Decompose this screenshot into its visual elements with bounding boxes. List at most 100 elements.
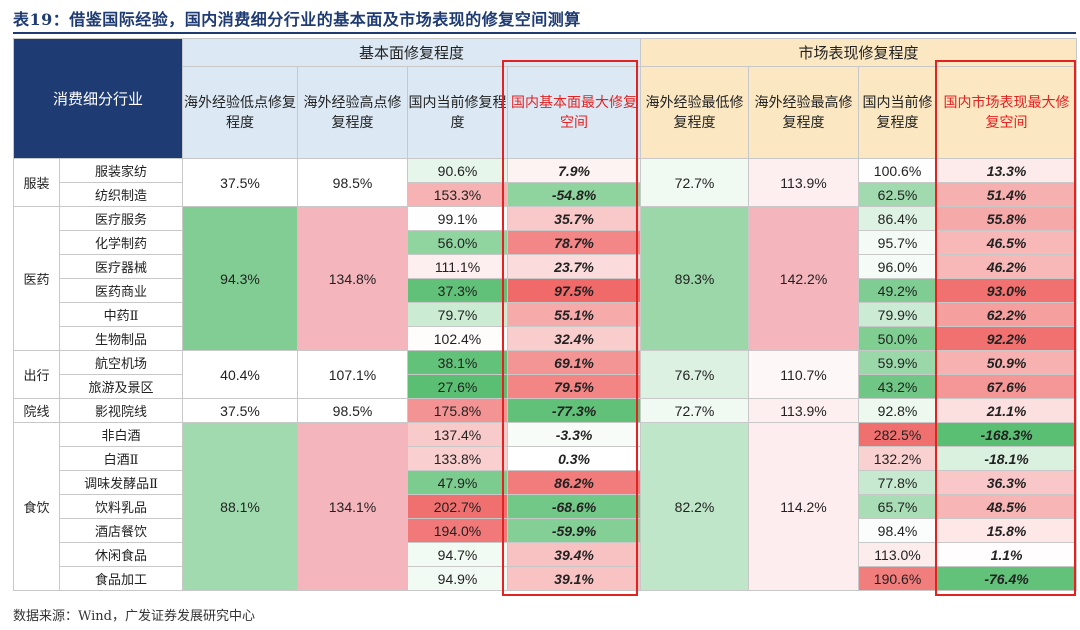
category-cell: 出行: [13, 350, 60, 399]
m-gap-cell: 67.6%: [936, 374, 1078, 399]
m-gap-cell: 50.9%: [936, 350, 1078, 375]
category-cell: 院线: [13, 398, 60, 423]
m-low-cell: 89.3%: [640, 206, 750, 351]
m-cur-cell: 79.9%: [858, 302, 938, 327]
f-gap-cell: 79.5%: [507, 374, 642, 399]
f-cur-cell: 194.0%: [407, 518, 509, 543]
m-high-cell: 110.7%: [748, 350, 860, 399]
m-cur-cell: 49.2%: [858, 278, 938, 303]
table-row: 服装 服装家纺 37.5% 98.5% 90.6% 7.9% 72.7% 113.9% 100.…: [13, 158, 1078, 207]
table-row: 医药商业 37.3% 97.5% 49.2% 93.0%: [14, 278, 1078, 303]
f-cur-cell: 99.1%: [407, 206, 509, 231]
m-gap-cell: 15.8%: [936, 518, 1078, 543]
f-gap-cell: -77.3%: [507, 398, 642, 423]
subcategory-cell: 调味发酵品Ⅱ: [58, 470, 184, 495]
m-gap-cell: 48.5%: [936, 494, 1078, 519]
subcategory-cell: 生物制品: [58, 326, 184, 351]
subcategory-cell: 非白酒: [58, 422, 184, 447]
f-gap-cell: 69.1%: [507, 350, 642, 375]
f-low-cell: 37.5%: [182, 158, 299, 207]
header-m-gap: 国内市场表现最大修复空间: [936, 66, 1078, 159]
f-high-cell: 107.1%: [297, 350, 409, 399]
f-gap-cell: 0.3%: [507, 446, 642, 471]
f-high-cell: 134.1%: [297, 422, 409, 591]
header-m-low: 海外经验最低修复程度: [640, 66, 750, 159]
subcategory-cell: 食品加工: [58, 566, 184, 591]
f-cur-cell: 38.1%: [407, 350, 509, 375]
m-low-cell: 72.7%: [640, 158, 750, 207]
table-row: 旅游及景区 27.6% 79.5% 43.2% 67.6%: [14, 374, 1078, 399]
header-market-group: 市场表现修复程度: [640, 38, 1078, 67]
subcategory-cell: 化学制药: [58, 230, 184, 255]
m-gap-cell: 62.2%: [936, 302, 1078, 327]
m-gap-cell: 46.5%: [936, 230, 1078, 255]
m-gap-cell: -168.3%: [936, 422, 1078, 447]
m-gap-cell: 13.3%: [936, 158, 1078, 183]
title-rule: [13, 32, 1076, 34]
m-cur-cell: 65.7%: [858, 494, 938, 519]
m-cur-cell: 86.4%: [858, 206, 938, 231]
m-cur-cell: 100.6%: [858, 158, 938, 183]
subcategory-cell: 医疗器械: [58, 254, 184, 279]
subcategory-cell: 医疗服务: [58, 206, 184, 231]
f-gap-cell: 97.5%: [507, 278, 642, 303]
f-cur-cell: 94.9%: [407, 566, 509, 591]
subcategory-cell: 服装家纺: [58, 158, 184, 183]
table-row: 纺织制造 153.3% -54.8% 62.5% 51.4%: [14, 182, 1078, 207]
m-low-cell: 72.7%: [640, 398, 750, 423]
f-cur-cell: 79.7%: [407, 302, 509, 327]
subcategory-cell: 医药商业: [58, 278, 184, 303]
m-cur-cell: 132.2%: [858, 446, 938, 471]
m-gap-cell: 51.4%: [936, 182, 1078, 207]
table-row: 饮料乳品 202.7% -68.6% 65.7% 48.5%: [14, 494, 1078, 519]
f-gap-cell: 55.1%: [507, 302, 642, 327]
f-cur-cell: 37.3%: [407, 278, 509, 303]
f-cur-cell: 202.7%: [407, 494, 509, 519]
m-cur-cell: 190.6%: [858, 566, 938, 591]
header-f-cur: 国内当前修复程度: [407, 66, 509, 159]
f-gap-cell: -54.8%: [507, 182, 642, 207]
subcategory-cell: 纺织制造: [58, 182, 184, 207]
header-f-gap: 国内基本面最大修复空间: [507, 66, 642, 159]
m-cur-cell: 59.9%: [858, 350, 938, 375]
table-row: 休闲食品 94.7% 39.4% 113.0% 1.1%: [14, 542, 1078, 567]
m-gap-cell: 1.1%: [936, 542, 1078, 567]
header-m-high: 海外经验最高修复程度: [748, 66, 860, 159]
m-high-cell: 113.9%: [748, 158, 860, 207]
f-gap-cell: -3.3%: [507, 422, 642, 447]
f-cur-cell: 111.1%: [407, 254, 509, 279]
m-gap-cell: -18.1%: [936, 446, 1078, 471]
table-row: 医药 医疗服务 94.3% 134.8% 99.1% 35.7% 89.3% 142.2% 86…: [13, 206, 1078, 351]
m-gap-cell: 21.1%: [936, 398, 1078, 423]
m-high-cell: 113.9%: [748, 398, 860, 423]
f-cur-cell: 153.3%: [407, 182, 509, 207]
m-cur-cell: 62.5%: [858, 182, 938, 207]
header-m-cur: 国内当前修复程度: [858, 66, 938, 159]
f-cur-cell: 102.4%: [407, 326, 509, 351]
table-row: 白酒Ⅱ 133.8% 0.3% 132.2% -18.1%: [14, 446, 1078, 471]
f-high-cell: 134.8%: [297, 206, 409, 351]
data-table: 消费细分行业 基本面修复程度 市场表现修复程度 海外经验低点修复程度 海外经验高…: [12, 38, 1078, 591]
category-cell: 医药: [13, 206, 60, 351]
header-fundamental-group: 基本面修复程度: [182, 38, 642, 67]
m-gap-cell: 92.2%: [936, 326, 1078, 351]
m-gap-cell: 36.3%: [936, 470, 1078, 495]
m-cur-cell: 282.5%: [858, 422, 938, 447]
f-gap-cell: 32.4%: [507, 326, 642, 351]
m-cur-cell: 95.7%: [858, 230, 938, 255]
table-row: 食品加工 94.9% 39.1% 190.6% -76.4%: [14, 566, 1078, 591]
data-source: 数据来源：Wind，广发证券发展研究中心: [13, 609, 255, 624]
subcategory-cell: 酒店餐饮: [58, 518, 184, 543]
m-low-cell: 76.7%: [640, 350, 750, 399]
subcategory-cell: 白酒Ⅱ: [58, 446, 184, 471]
header-f-high: 海外经验高点修复程度: [297, 66, 409, 159]
m-cur-cell: 77.8%: [858, 470, 938, 495]
f-low-cell: 37.5%: [182, 398, 299, 423]
f-cur-cell: 47.9%: [407, 470, 509, 495]
m-gap-cell: -76.4%: [936, 566, 1078, 591]
category-cell: 食饮: [13, 422, 60, 591]
table-row: 食饮 非白酒 88.1% 134.1% 137.4% -3.3% 82.2% 114.2% 28…: [13, 422, 1078, 591]
m-low-cell: 82.2%: [640, 422, 750, 591]
f-low-cell: 88.1%: [182, 422, 299, 591]
f-gap-cell: 7.9%: [507, 158, 642, 183]
